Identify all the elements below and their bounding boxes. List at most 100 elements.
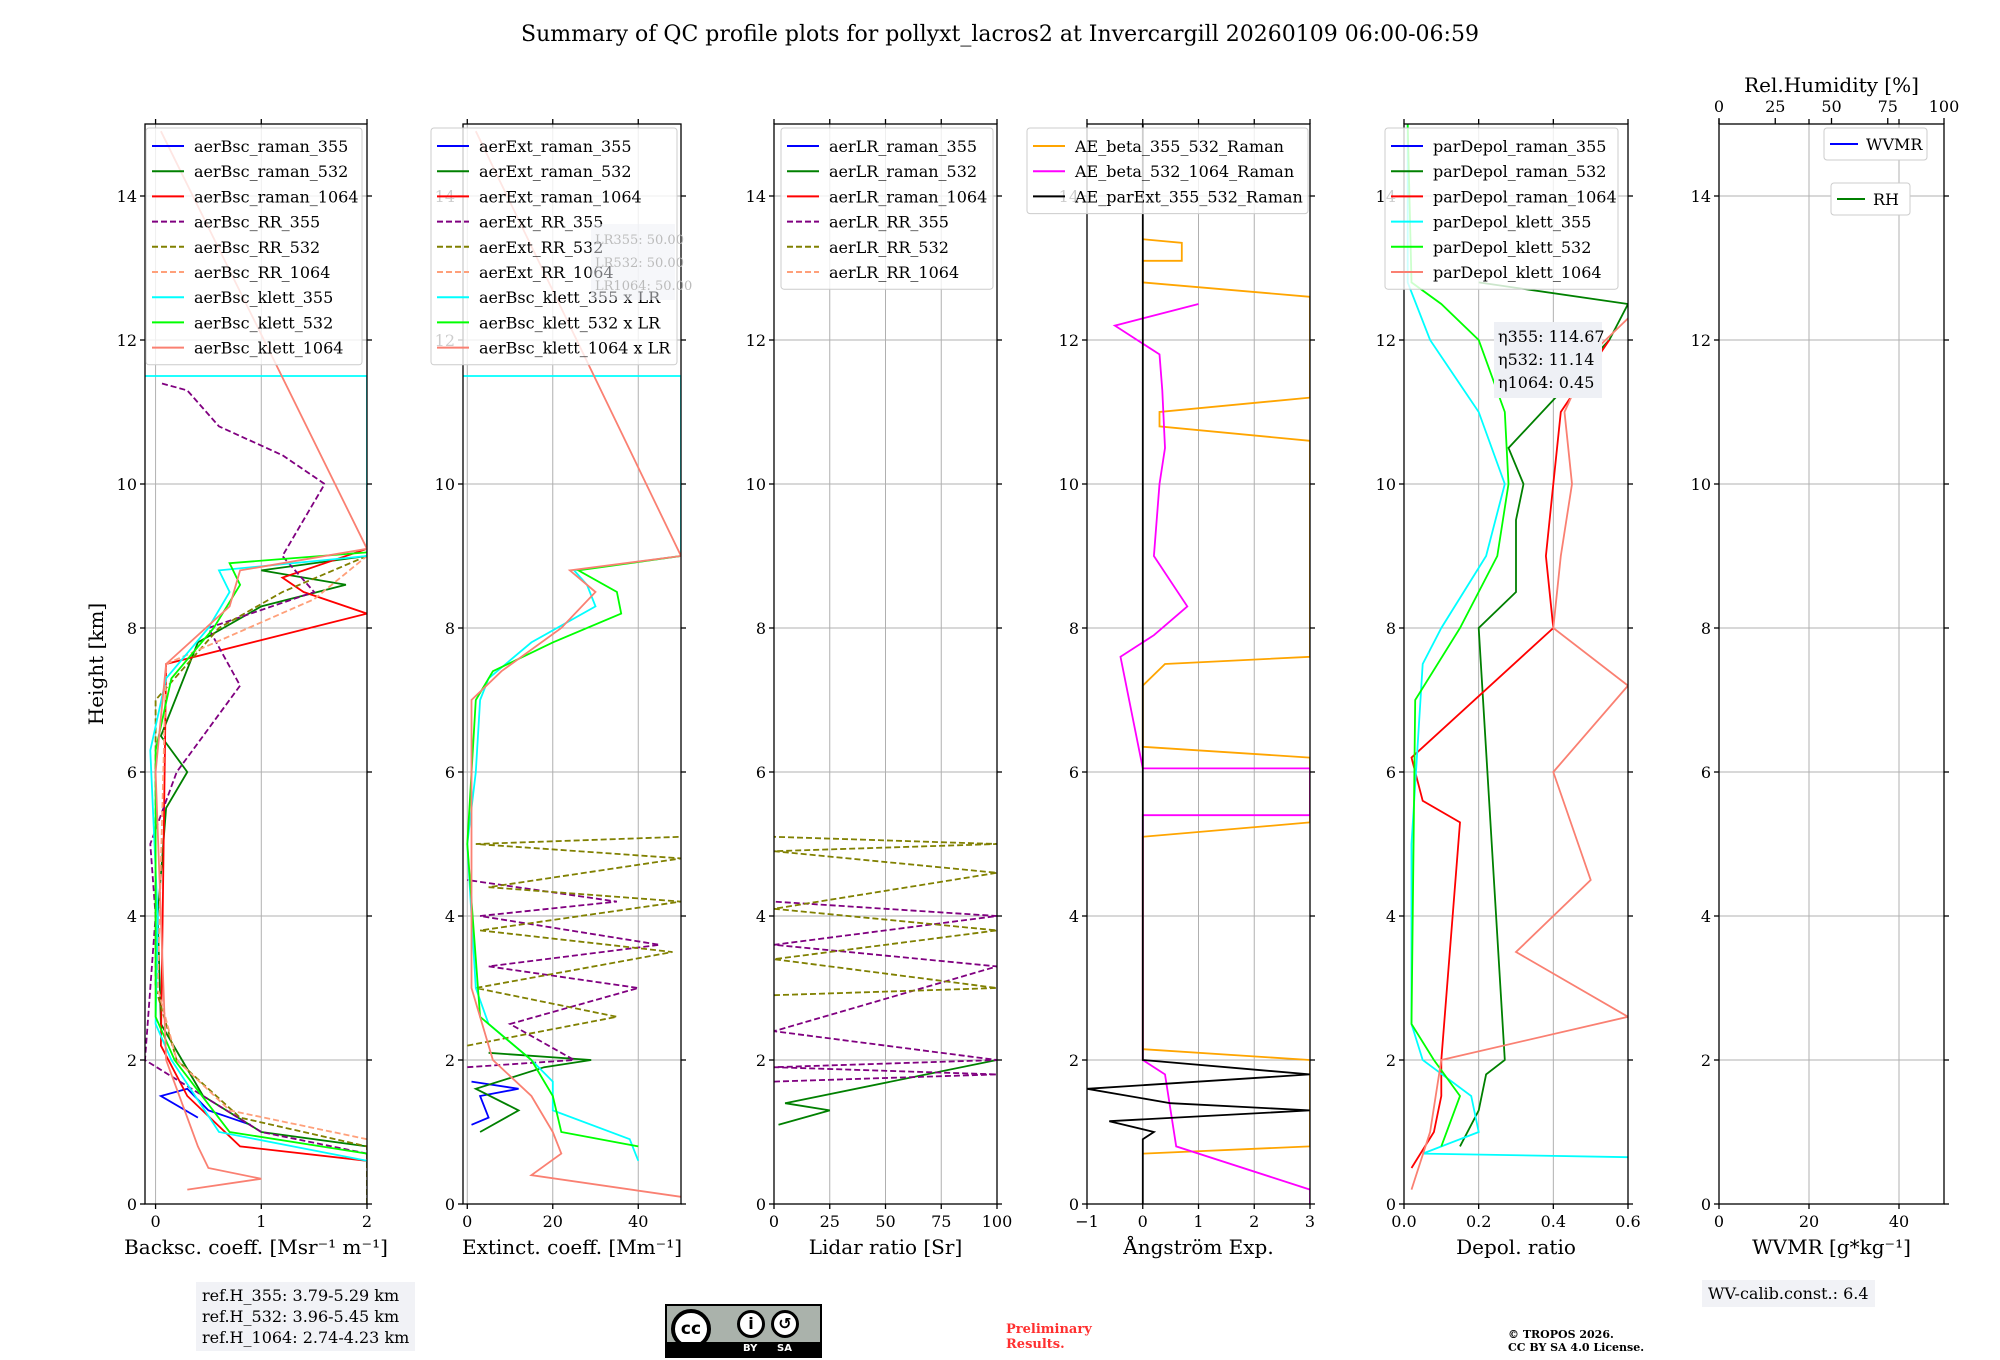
y-tick-label: 14 (117, 187, 137, 206)
y-tick-label: 4 (1069, 907, 1079, 926)
legend-frame (1026, 127, 1309, 215)
y-tick-label: 6 (1701, 763, 1711, 782)
cc-by-label: BY (743, 1343, 758, 1354)
legend-label: aerExt_RR_355 (479, 213, 603, 232)
series-line-aerbsc-klett-532 (154, 551, 367, 1155)
series-group (774, 835, 997, 1126)
y-tick-label: 2 (445, 1051, 455, 1070)
legend-label: aerBsc_raman_355 (194, 137, 348, 156)
y-tick-label: 12 (117, 331, 137, 350)
legend-label: aerBsc_RR_532 (194, 238, 320, 257)
y-tick-label: 10 (1691, 475, 1711, 494)
series-line-pardepol-klett-532 (1406, 124, 1510, 1147)
x-axis-label: Depol. ratio (1456, 1235, 1576, 1259)
legend-label: aerLR_raman_1064 (829, 187, 987, 206)
x-tick-label: 3 (1305, 1212, 1315, 1231)
series-line-aerbsc-raman-532 (156, 555, 367, 1148)
preliminary-line-1: Preliminary (1006, 1322, 1092, 1337)
y-tick-label: 8 (445, 619, 455, 638)
legend-label: aerExt_RR_1064 (479, 263, 614, 282)
series-line-aerlr-rr-355 (774, 900, 997, 1083)
series-line-aerbsc-klett-532-x-lr (466, 555, 681, 1148)
series-line-pardepol-raman-1064 (1410, 339, 1611, 1169)
series-line-aerext-raman-532 (473, 1051, 592, 1133)
axes-frame (1718, 123, 1945, 1205)
reference-height-box: ref.H_355: 3.79-5.29 km ref.H_532: 3.96-… (196, 1282, 416, 1351)
x-axis-label: WVMR [g*kg⁻¹] (1752, 1235, 1911, 1259)
y-tick-label: 0 (1386, 1195, 1396, 1214)
x-tick-label: 2 (1249, 1212, 1259, 1231)
legend: aerExt_raman_355 aerExt_raman_532 aerExt_r… (430, 127, 678, 366)
y-tick-label: 2 (756, 1051, 766, 1070)
x-tick-label: 0 (1714, 1212, 1724, 1231)
top-tick-label: 50 (1821, 97, 1841, 116)
annotation-text: η1064: 0.45 (1498, 373, 1594, 392)
legend-frame (1384, 127, 1619, 290)
x-tick-label: 0 (1138, 1212, 1148, 1231)
legend-label: parDepol_klett_355 (1433, 213, 1591, 232)
x-tick-label: −1 (1075, 1212, 1099, 1231)
legend-label: AE_beta_355_532_Raman (1074, 137, 1284, 156)
legend-label: aerBsc_klett_355 (194, 288, 333, 307)
y-tick-label: 2 (1386, 1051, 1396, 1070)
legend: AE_beta_355_532_Raman AE_beta_532_1064_Ra… (1026, 127, 1309, 215)
y-tick-label: 4 (1386, 907, 1396, 926)
legend-wvmr: WVMR (1823, 127, 1928, 161)
legend-label: aerLR_raman_355 (829, 137, 977, 156)
series-line-ae-beta-532-1064-raman (1112, 303, 1310, 1204)
panel-4: −1012302468101214Ångström Exp.AE_beta_35… (1026, 119, 1315, 1259)
y-tick-label: 8 (127, 619, 137, 638)
y-tick-label: 10 (1059, 475, 1079, 494)
y-tick-label: 8 (1386, 619, 1396, 638)
series-line-aerext-raman-355 (471, 1080, 519, 1126)
y-tick-label: 14 (746, 187, 766, 206)
top-tick-label: 0 (1714, 97, 1724, 116)
x-axis-label: Ångström Exp. (1122, 1234, 1273, 1259)
annotation-text: η355: 114.67 (1498, 327, 1605, 346)
y-tick-label: 8 (756, 619, 766, 638)
legend-label: aerBsc_klett_1064 (194, 339, 343, 358)
x-tick-label: 0.4 (1541, 1212, 1566, 1231)
x-tick-label: 20 (1799, 1212, 1819, 1231)
legend-label: parDepol_klett_532 (1433, 238, 1591, 257)
panel-2: 0204002468101214Extinct. coeff. [Mm⁻¹]ae… (430, 119, 692, 1259)
legend-frame (780, 127, 994, 290)
y-tick-label: 0 (1069, 1195, 1079, 1214)
legend: parDepol_raman_355 parDepol_raman_532 parD… (1384, 127, 1619, 290)
legend-label: aerExt_raman_1064 (479, 187, 642, 206)
legend-frame (430, 127, 678, 366)
x-tick-label: 0.6 (1615, 1212, 1640, 1231)
series-line-aerext-rr-355 (467, 879, 660, 1069)
series-line-aerlr-raman-532 (778, 1059, 997, 1126)
annotation-text: LR532: 50.00 (595, 256, 684, 271)
y-tick-label: 10 (435, 475, 455, 494)
x-tick-label: 0 (462, 1212, 472, 1231)
series-line-ae-parext-355-532-raman (1087, 124, 1310, 1204)
preliminary-line-2: Results. (1006, 1337, 1065, 1352)
legend-frame (1823, 127, 1928, 161)
y-tick-label: 4 (1701, 907, 1711, 926)
wv-calibration-box: WV-calib.const.: 6.4 (1702, 1280, 1875, 1307)
series-line-aerbsc-raman-355 (158, 1087, 251, 1126)
annotation-box: η355: 114.67 η532: 11.14 η1064: 0.45 (1494, 322, 1605, 398)
x-axis-label: Lidar ratio [Sr] (809, 1235, 963, 1259)
y-tick-label: 0 (445, 1195, 455, 1214)
y-tick-label: 0 (1701, 1195, 1711, 1214)
x-tick-label: 0 (150, 1212, 160, 1231)
series-group (145, 130, 367, 1204)
legend-label: aerLR_RR_532 (829, 238, 949, 257)
series-line-aerbsc-klett-1064 (154, 130, 367, 1191)
legend-label: aerBsc_raman_1064 (194, 187, 359, 206)
attribution-icon: i (737, 1310, 765, 1338)
panel-5: 0.00.20.40.602468101214Depol. ratioparDe… (1376, 119, 1641, 1259)
y-tick-label: 2 (1701, 1051, 1711, 1070)
annotation-text: LR1064: 50.00 (595, 279, 692, 294)
legend-label: AE_parExt_355_532_Raman (1074, 187, 1303, 206)
copyright-line-2: CC BY SA 4.0 License. (1508, 1341, 1645, 1354)
y-tick-label: 0 (127, 1195, 137, 1214)
preliminary-results-note: Preliminary Results. (1006, 1322, 1092, 1352)
legend-rh: RH (1830, 182, 1911, 216)
y-tick-label: 12 (1376, 331, 1396, 350)
x-tick-label: 2 (362, 1212, 372, 1231)
